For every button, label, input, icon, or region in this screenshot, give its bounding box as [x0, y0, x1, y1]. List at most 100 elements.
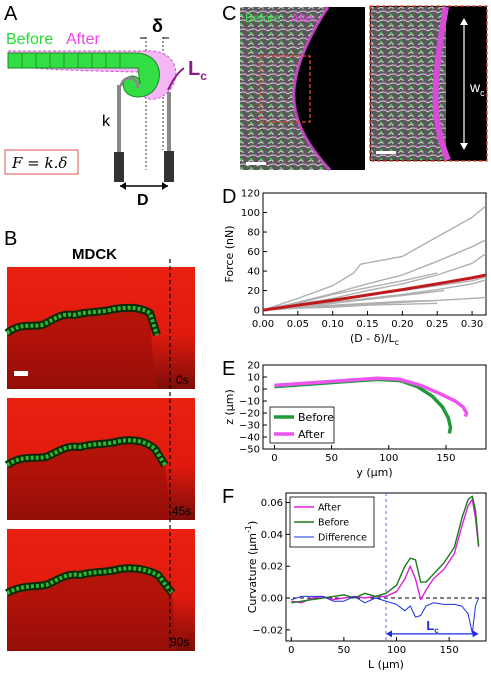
- legend-label-before: Before: [298, 411, 334, 424]
- y-tick-label: 0: [254, 385, 260, 396]
- time-label-1: 45s: [172, 504, 191, 518]
- legend-label-before: Before: [318, 518, 349, 529]
- x-axis-title: L (μm): [368, 658, 404, 670]
- y-axis-title: Curvature (μm-1): [244, 521, 259, 614]
- x-axis-title: (D - δ)/Lc: [350, 332, 399, 347]
- right-rod: [167, 92, 171, 154]
- x-tick-label: 0: [271, 453, 277, 464]
- series-line-difference: [291, 595, 480, 634]
- y-tick-label: 100: [241, 208, 260, 219]
- y-tick-label: 0.00: [261, 594, 283, 605]
- y-tick-label: −40: [239, 433, 260, 444]
- y-tick-label: 0.04: [261, 530, 283, 541]
- y-tick-label: 20: [247, 286, 260, 297]
- x-tick-label: 0.20: [391, 319, 413, 330]
- y-tick-label: 120: [241, 189, 260, 200]
- left-rod-base: [114, 152, 124, 182]
- y-tick-label: 80: [247, 228, 260, 239]
- x-tick-label: 0.00: [252, 319, 274, 330]
- k-label: k: [102, 113, 111, 130]
- y-tick-label: 20: [247, 361, 260, 372]
- legend-label-difference: Difference: [318, 533, 367, 544]
- after-label: After: [66, 31, 100, 48]
- x-tick-label: 50: [325, 453, 338, 464]
- mdck-frame-0s: [4, 267, 195, 389]
- y-tick-label: 0.06: [261, 498, 283, 509]
- y-axis-title: Force (nN): [223, 225, 236, 282]
- x-tick-label: 0.30: [461, 319, 483, 330]
- panel-d-chart: D 0.00 0.05 0.10 0.15 0.20 0.25 0.30 0 20 40 60 80 1…: [222, 186, 487, 347]
- x-tick-label: 0.10: [322, 319, 344, 330]
- before-label-c: Before: [245, 11, 281, 25]
- series-line-8: [263, 299, 438, 311]
- legend-label-after: After: [318, 503, 341, 514]
- right-rod-base: [164, 151, 174, 182]
- panel-a-label: A: [4, 3, 18, 25]
- x-tick-label: 0.15: [356, 319, 378, 330]
- series-group: [286, 493, 486, 641]
- y-tick-label: 0.02: [261, 562, 283, 573]
- x-axis-title-sub: c: [395, 338, 399, 347]
- y-tick-label: −10: [239, 397, 260, 408]
- x-tick-label: 150: [440, 645, 459, 656]
- series-line-after: [291, 498, 480, 604]
- y-tick-label: −0.02: [252, 625, 283, 636]
- panel-b-title: MDCK: [72, 246, 117, 263]
- tissue-image-zoom: [369, 5, 488, 162]
- before-sheet: [7, 52, 160, 98]
- lc-curve-marker: [167, 67, 185, 91]
- legend-e: Before After: [269, 406, 335, 444]
- after-label-c: After: [291, 11, 316, 25]
- plot-frame: [262, 364, 487, 450]
- tissue-image-overview: [240, 6, 365, 172]
- d-label: D: [137, 192, 149, 209]
- series-line-9: [263, 302, 438, 311]
- mdck-frame-45s: [4, 398, 195, 520]
- formula-box: [4, 149, 79, 175]
- y-axis-title-end: ): [246, 521, 259, 525]
- formula: F = k.δ: [11, 154, 67, 172]
- x-tick-label: 0.05: [287, 319, 309, 330]
- y-tick-label: −20: [239, 409, 260, 420]
- x-tick-label: 100: [387, 645, 406, 656]
- series-group: [274, 376, 469, 434]
- lc-label: Lc: [188, 58, 207, 83]
- panel-d-label: D: [222, 186, 236, 208]
- delta-symbol: δ: [152, 16, 163, 36]
- y-axis-title: z (μm): [223, 389, 236, 425]
- d-arrowheads: [120, 182, 168, 190]
- series-line-0: [263, 205, 486, 311]
- panel-c-label: C: [222, 3, 236, 25]
- x-tick-label: 50: [338, 645, 351, 656]
- y-tick-label: 0: [254, 306, 260, 317]
- before-sheet-cells: [21, 53, 121, 68]
- panel-e-label: E: [222, 358, 235, 380]
- panel-a-schematic: A Before After δ Lc k D F = k.δ: [4, 3, 207, 209]
- x-tick-label: 100: [379, 453, 398, 464]
- x-axis-title: y (μm): [356, 466, 392, 479]
- legend-f: After Before Difference: [289, 496, 375, 548]
- series-line-10: [263, 273, 486, 312]
- panel-f-label: F: [222, 486, 234, 508]
- plot-frame: [262, 192, 487, 316]
- y-tick-label: −50: [239, 445, 260, 456]
- left-rod-hook: [119, 76, 140, 89]
- x-tick-label: 0.25: [426, 319, 448, 330]
- y-axis-title-sup: -1: [244, 525, 253, 533]
- panel-b: B MDCK 0s 45s: [0, 225, 200, 670]
- mdck-frame-90s: [5, 529, 195, 651]
- panel-f-chart: F 0 50 100 150 0.06 0.04 0.02 0.00 −0.02 L (μm) Cu…: [222, 486, 487, 670]
- y-tick-label: 10: [247, 373, 260, 384]
- wc-label: wc: [469, 79, 485, 98]
- lc-range-label-sub: c: [434, 626, 439, 635]
- left-rod: [117, 85, 121, 155]
- series-group: [263, 205, 486, 312]
- y-tick-label: 60: [247, 247, 260, 258]
- series-line-1: [263, 239, 486, 311]
- lc-range-label: Lc: [426, 618, 439, 635]
- time-label-2: 90s: [170, 635, 189, 649]
- series-line-3: [263, 272, 438, 311]
- panel-b-label: B: [4, 228, 17, 250]
- panel-c: C Before After wc: [222, 3, 488, 172]
